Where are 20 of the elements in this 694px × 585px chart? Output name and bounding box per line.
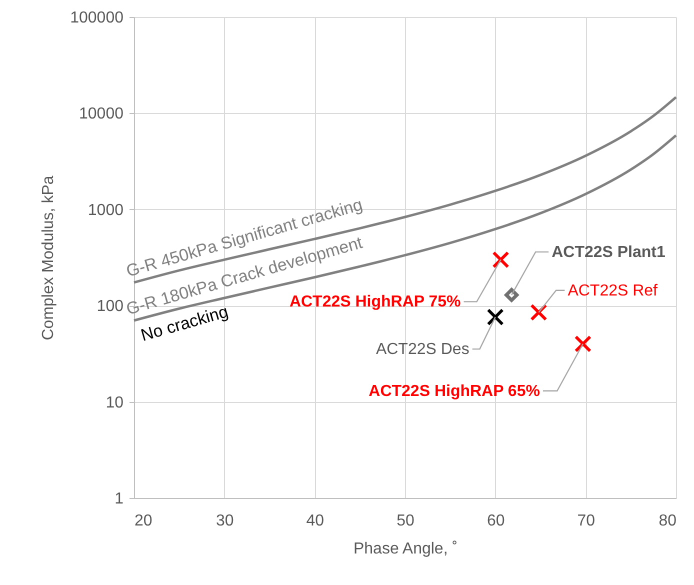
y-tick-label: 1 xyxy=(114,490,124,508)
x-tick-label: 30 xyxy=(216,512,234,530)
x-axis-title: Phase Angle, ˚ xyxy=(353,540,458,558)
y-axis-title: Complex Modulus, kPa xyxy=(40,176,58,340)
text: ACT22S Plant1 xyxy=(552,244,666,261)
series-label: ACT22S Ref xyxy=(568,282,658,300)
x-tick-label: 20 xyxy=(134,512,152,530)
x-tick-label: 70 xyxy=(577,512,596,530)
y-tick-label: 10000 xyxy=(79,106,124,123)
y-tick-label: 100 xyxy=(96,298,124,316)
x-tick-label: 80 xyxy=(658,512,677,530)
x-tick-label: 60 xyxy=(486,512,505,530)
series-label: ACT22S Des xyxy=(376,341,470,358)
text: ACT22S HighRAP 75% xyxy=(289,294,461,311)
y-tick-label: 10 xyxy=(106,394,124,412)
x-tick-label: 40 xyxy=(306,512,324,530)
x-tick-label: 50 xyxy=(396,512,414,530)
y-tick-label: 100000 xyxy=(70,10,124,26)
text: ACT22S HighRAP 65% xyxy=(368,382,540,400)
y-tick-label: 1000 xyxy=(88,202,124,219)
